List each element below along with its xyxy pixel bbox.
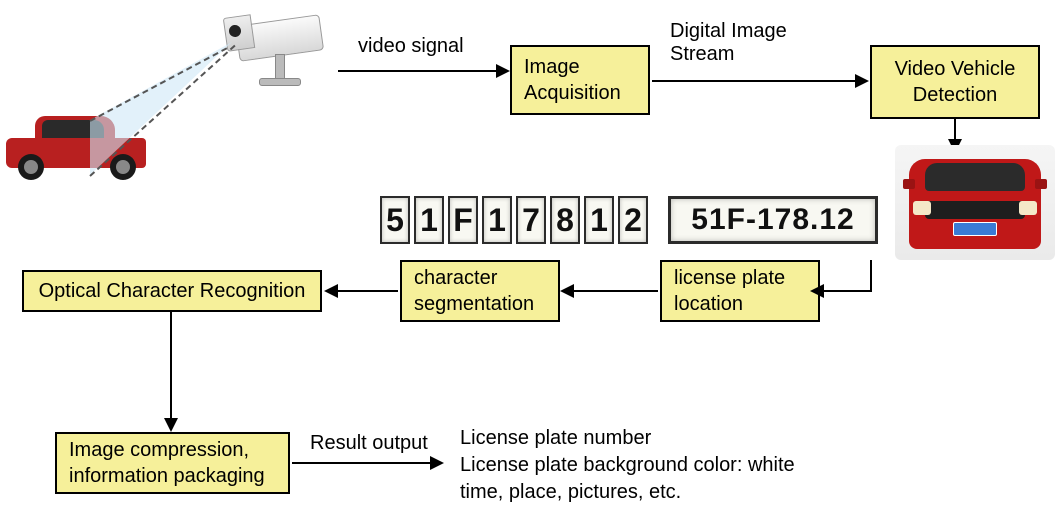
- edge-label-digital-stream: Digital Image Stream: [670, 20, 787, 66]
- node-image-acquisition: Image Acquisition: [510, 45, 650, 115]
- arrow-carfront-to-location-v: [870, 260, 872, 290]
- arrow-packaging-to-output-head: [430, 456, 444, 470]
- arrow-carfront-to-location-h: [822, 290, 872, 292]
- output-line-3: time, place, pictures, etc.: [460, 479, 795, 506]
- arrow-camera-to-acquisition-head: [496, 64, 510, 78]
- plate-char: F: [448, 196, 478, 244]
- plate-char: 8: [550, 196, 580, 244]
- arrow-location-to-segmentation: [572, 290, 658, 292]
- edge-label-result-output: Result output: [310, 432, 428, 455]
- plate-char: 1: [584, 196, 614, 244]
- output-line-2: License plate background color: white: [460, 452, 795, 479]
- node-license-plate-location: license plate location: [660, 260, 820, 322]
- arrow-ocr-to-packaging-head: [164, 418, 178, 432]
- car-side-illustration: [0, 110, 160, 180]
- output-line-1: License plate number: [460, 425, 795, 452]
- arrow-carfront-to-location-head: [810, 284, 824, 298]
- car-front-illustration: [895, 145, 1055, 260]
- node-character-segmentation: character segmentation: [400, 260, 560, 322]
- arrow-camera-to-acquisition: [338, 70, 498, 72]
- plate-char: 5: [380, 196, 410, 244]
- plate-char: 2: [618, 196, 648, 244]
- arrow-acquisition-to-detection: [652, 80, 857, 82]
- plate-char: 1: [414, 196, 444, 244]
- plate-char: 1: [482, 196, 512, 244]
- arrow-packaging-to-output: [292, 462, 432, 464]
- plate-char: 7: [516, 196, 546, 244]
- node-ocr: Optical Character Recognition: [22, 270, 322, 312]
- arrow-acquisition-to-detection-head: [855, 74, 869, 88]
- arrow-segmentation-to-ocr-head: [324, 284, 338, 298]
- node-video-vehicle-detection: Video Vehicle Detection: [870, 45, 1040, 119]
- arrow-segmentation-to-ocr: [336, 290, 398, 292]
- arrow-ocr-to-packaging: [170, 312, 172, 420]
- output-text-block: License plate number License plate backg…: [460, 425, 795, 506]
- edge-label-video-signal: video signal: [358, 35, 464, 58]
- plate-segmented: 5 1 F 1 7 8 1 2: [380, 196, 648, 244]
- arrow-detection-down: [954, 119, 956, 141]
- node-packaging: Image compression, information packaging: [55, 432, 290, 494]
- camera-illustration: [225, 10, 335, 95]
- arrow-location-to-segmentation-head: [560, 284, 574, 298]
- plate-full: 51F-178.12: [668, 196, 878, 244]
